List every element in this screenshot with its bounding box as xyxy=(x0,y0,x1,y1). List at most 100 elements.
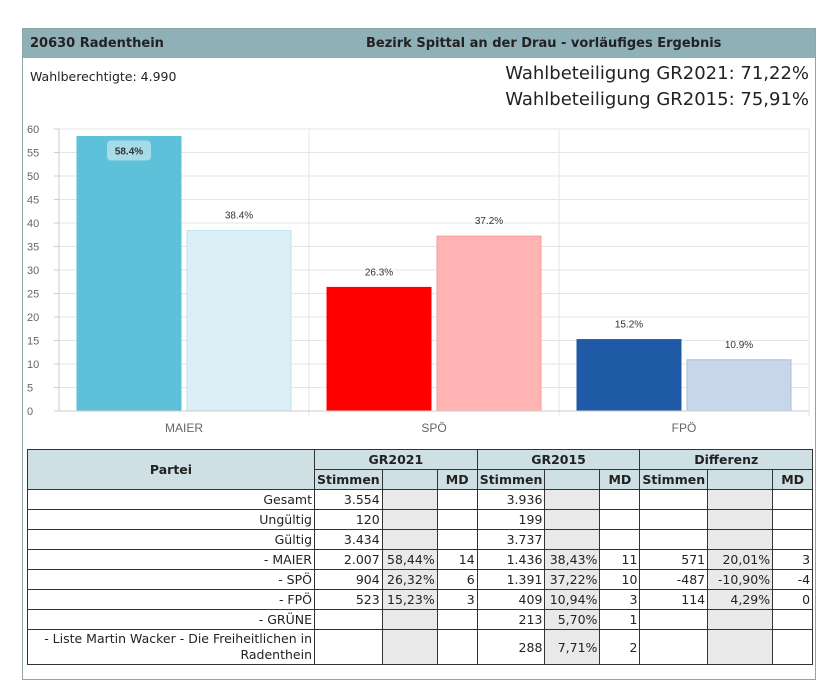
votes-diff-cell: 571 xyxy=(639,549,709,570)
md-2015-cell: 3 xyxy=(599,589,641,610)
x-axis: MAIER SPÖ FPÖ xyxy=(59,410,809,435)
pct-diff-cell xyxy=(707,489,774,510)
md-2015-cell: 1 xyxy=(599,609,641,630)
pct-2015-cell: 10,94% xyxy=(544,589,601,610)
md-2021-cell: 3 xyxy=(436,589,478,610)
pct-diff-cell xyxy=(707,529,774,550)
y-tick-label: 30 xyxy=(27,265,39,277)
bar xyxy=(186,230,292,412)
votes-diff-cell xyxy=(639,489,709,510)
votes-2021-cell: 523 xyxy=(314,589,383,610)
results-body: Gesamt 3.554 3.936 Ungültig 120 199 Gültig 3.43… xyxy=(27,489,814,665)
pct-2015-cell xyxy=(544,529,601,550)
md-2021-cell xyxy=(436,529,478,550)
md-diff-header: MD xyxy=(772,469,814,490)
y-tick-label: 60 xyxy=(27,124,39,136)
votes-2015-cell: 409 xyxy=(476,589,546,610)
md-2015-cell xyxy=(599,529,641,550)
votes-2015-cell: 3.737 xyxy=(476,529,546,550)
md-2021-cell: 6 xyxy=(436,569,478,590)
votes-2021-cell xyxy=(314,629,383,665)
pct-2021-header xyxy=(381,469,438,490)
y-tick-label: 10 xyxy=(27,359,39,371)
md-diff-cell xyxy=(772,609,814,630)
pct-diff-cell: -10,90% xyxy=(707,569,774,590)
y-tick-label: 25 xyxy=(27,289,39,301)
data-label: 38.4% xyxy=(225,211,253,222)
party-cell: Gültig xyxy=(27,529,315,550)
md-2015-cell xyxy=(599,509,641,530)
header-bar: 20630 Radenthein Bezirk Spittal an der D… xyxy=(23,29,815,58)
md-diff-cell xyxy=(772,509,814,530)
votes-2015-cell: 3.936 xyxy=(476,489,546,510)
md-diff-cell xyxy=(772,529,814,550)
stimmen-diff-header: Stimmen xyxy=(639,469,709,490)
votes-diff-cell xyxy=(639,609,709,630)
turnout-2015: Wahlbeteiligung GR2015: 75,91% xyxy=(505,89,809,110)
y-tick-label: 50 xyxy=(27,171,39,183)
x-tick-label: MAIER xyxy=(165,421,203,435)
pct-2021-cell xyxy=(381,609,438,630)
votes-2021-cell: 2.007 xyxy=(314,549,383,570)
md-diff-cell xyxy=(772,629,814,665)
pct-diff-cell xyxy=(707,609,774,630)
md-2015-cell: 10 xyxy=(599,569,641,590)
x-tick-label: FPÖ xyxy=(672,421,697,435)
y-tick-label: 15 xyxy=(27,336,39,348)
party-cell: - FPÖ xyxy=(27,589,315,610)
party-cell: Ungültig xyxy=(27,509,315,530)
data-label-box xyxy=(107,140,151,161)
md-diff-cell xyxy=(772,489,814,510)
votes-diff-cell: -487 xyxy=(639,569,709,590)
votes-diff-cell: 114 xyxy=(639,589,709,610)
votes-diff-cell xyxy=(639,529,709,550)
y-tick-label: 5 xyxy=(27,383,33,395)
pct-2021-cell: 26,32% xyxy=(381,569,438,590)
md-diff-cell: 0 xyxy=(772,589,814,610)
results-table: Partei GR2021 GR2015 Differenz Stimmen M… xyxy=(27,449,814,665)
y-axis: 0 5 10 15 20 25 30 35 40 45 50 55 60 xyxy=(27,124,60,418)
md-2021-cell xyxy=(436,509,478,530)
y-tick-label: 40 xyxy=(27,218,39,230)
party-cell: - MAIER xyxy=(27,549,315,570)
votes-2021-cell: 3.434 xyxy=(314,529,383,550)
votes-2021-cell: 3.554 xyxy=(314,489,383,510)
md-2015-cell xyxy=(599,489,641,510)
pct-2015-cell xyxy=(544,489,601,510)
table-row: Gesamt 3.554 3.936 xyxy=(27,489,814,510)
votes-2015-cell: 213 xyxy=(476,609,546,630)
pct-2015-cell: 38,43% xyxy=(544,549,601,570)
y-tick-label: 45 xyxy=(27,195,39,207)
diff-header: Differenz xyxy=(639,449,814,470)
stimmen-2021-header: Stimmen xyxy=(314,469,383,490)
table-row: - SPÖ 904 26,32% 6 1.391 37,22% 10 -487 -10,90% -… xyxy=(27,569,814,590)
party-header: Partei xyxy=(27,449,315,490)
data-label: 15.2% xyxy=(615,320,643,331)
bar xyxy=(576,339,682,412)
pct-2021-cell: 58,44% xyxy=(381,549,438,570)
pct-2015-cell: 37,22% xyxy=(544,569,601,590)
pct-2021-cell xyxy=(381,489,438,510)
bar xyxy=(326,286,432,412)
bars xyxy=(76,136,792,412)
votes-2015-cell: 1.391 xyxy=(476,569,546,590)
pct-2015-cell: 5,70% xyxy=(544,609,601,630)
table-row: Ungültig 120 199 xyxy=(27,509,814,530)
votes-2015-cell: 199 xyxy=(476,509,546,530)
pct-2015-cell xyxy=(544,509,601,530)
pct-diff-cell: 20,01% xyxy=(707,549,774,570)
data-labels: 58.4% 38.4% 26.3% 37.2% 15.2% 10.9% xyxy=(107,140,753,351)
votes-2021-cell: 904 xyxy=(314,569,383,590)
gr2021-header: GR2021 xyxy=(314,449,478,470)
table-row: Gültig 3.434 3.737 xyxy=(27,529,814,550)
md-diff-cell: 3 xyxy=(772,549,814,570)
md-2015-cell: 11 xyxy=(599,549,641,570)
table-row: - Liste Martin Wacker - Die Freiheitlich… xyxy=(27,629,814,665)
votes-2015-cell: 288 xyxy=(476,629,546,665)
pct-diff-cell xyxy=(707,509,774,530)
md-diff-cell: -4 xyxy=(772,569,814,590)
results-table-wrap: Partei GR2021 GR2015 Differenz Stimmen M… xyxy=(27,449,814,665)
pct-2021-cell xyxy=(381,529,438,550)
md-2021-cell xyxy=(436,629,478,665)
eligible-voters: Wahlberechtigte: 4.990 xyxy=(30,69,177,84)
